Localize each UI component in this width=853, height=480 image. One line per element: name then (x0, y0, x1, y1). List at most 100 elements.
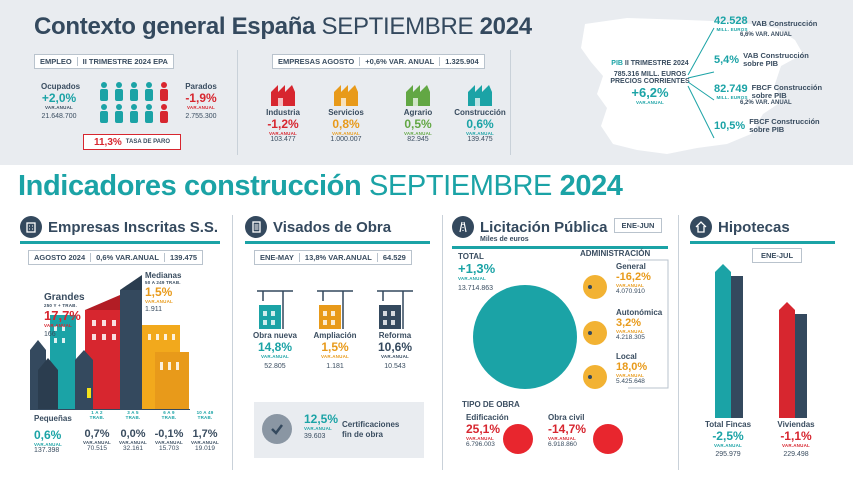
visado-var: VAR.ANUAL (381, 354, 409, 359)
inscritas-header: Empresas Inscritas S.S. (20, 216, 218, 238)
person-body (160, 111, 168, 123)
tipo-label: Obra civil (548, 413, 585, 422)
visado-item: Reforma 10,6% VAR.ANUAL 10.543 (370, 285, 420, 370)
pib-stat-label: FBCF Construcción sobre PIB (751, 83, 823, 100)
visados-underline (245, 241, 430, 244)
person-body (130, 111, 138, 123)
admin-value: 3,2% (616, 317, 642, 329)
admin-circle (583, 321, 607, 345)
licitacion-total: TOTAL +1,3% VAR.ANUAL 13.714.863 (458, 252, 496, 292)
grandes-block: Grandes 250 Y + TRAB. 17,7% VAR.ANUAL 16… (44, 292, 85, 338)
sector-value: 0,6% (466, 117, 494, 131)
tipo-label: Edificación (466, 413, 509, 422)
empresa-sector: Agrario 0,5% VAR.ANUAL 82.945 (390, 80, 446, 143)
licitacion-units: Miles de euros (480, 236, 529, 243)
col-num: 32.161 (123, 445, 143, 452)
person-body (145, 111, 153, 123)
licitacion-underline (452, 246, 668, 249)
tipo-circle (503, 424, 533, 454)
medianas-block: Medianas 50 A 249 TRAB. 1,5% VAR.ANUAL 1… (145, 271, 182, 313)
ocupados-block: Ocupados +2,0% VAR.ANUAL 21.648.700 (41, 82, 81, 120)
col-head: 3 A 5 (127, 410, 139, 415)
col-head: 6 A 9 (163, 410, 175, 415)
empleo-box: EMPLEO II TRIMESTRE 2024 EPA (34, 54, 174, 69)
visado-label: Obra nueva (252, 331, 297, 340)
visado-num: 52.805 (264, 363, 286, 370)
visados-header: Visados de Obra (245, 216, 391, 238)
person-icon (131, 104, 137, 110)
col-value: 1,7% (192, 428, 218, 440)
admin-num: 4.218.305 (616, 334, 645, 341)
admin-num: 5.425.648 (616, 378, 645, 385)
plant-icon (406, 85, 430, 106)
admin-value: -16,2% (616, 271, 651, 283)
visado-value: 14,8% (257, 340, 293, 354)
col-value: 0,0% (120, 428, 146, 440)
divider-2 (510, 50, 511, 155)
col-var: VAR.ANUAL (83, 440, 111, 445)
pib-stat-unit: MILL. EUROS (716, 95, 748, 100)
pequenas-label: Pequeñas (34, 414, 72, 423)
tipo-circle (593, 424, 623, 454)
sector-var: VAR.ANUAL (269, 131, 297, 136)
person-body (130, 89, 138, 101)
pib-stat-label: VAB Construcción (751, 19, 818, 28)
divider-1 (237, 50, 238, 155)
admin-item: Local 18,0% VAR.ANUAL 5.425.648 (582, 352, 672, 396)
person-body (115, 111, 123, 123)
pib-stat-value: 82.749 (714, 83, 748, 95)
col-var: VAR.ANUAL (191, 440, 219, 445)
col-head2: TRAB. (161, 415, 177, 420)
visado-label: Reforma (378, 331, 412, 340)
empresa-sector: Construcción 0,6% VAR.ANUAL 139.475 (452, 80, 508, 143)
visado-item: Ampliación 1,5% VAR.ANUAL 1.181 (310, 285, 360, 370)
sector-label: Servicios (328, 108, 364, 117)
admin-label: General (616, 262, 646, 271)
pib-stat-value: 5,4% (714, 53, 740, 66)
tipo-num: 6.796.003 (466, 441, 495, 448)
people-icon (100, 82, 168, 123)
divider-4 (442, 215, 443, 470)
tipo-var: VAR.ANUAL (466, 436, 494, 441)
sector-value: -1,2% (267, 117, 299, 131)
col-num: 19.019 (195, 445, 215, 452)
admin-label: Local (616, 352, 637, 361)
pib-stat: 82.749 MILL. EUROS FBCF Construcción sob… (714, 83, 844, 107)
admin-var: VAR.ANUAL (616, 329, 644, 334)
visado-num: 1.181 (326, 363, 344, 370)
pib-block: PIB II TRIMESTRE 2024 785.316 MILL. EURO… (610, 60, 690, 105)
crane-icon (468, 85, 492, 106)
inscritas-box: AGOSTO 2024 0,6% VAR.ANUAL 139.475 (28, 250, 204, 265)
pib-stat: 10,5% FBCF Construcción sobre PIB (714, 118, 844, 134)
col-var: VAR.ANUAL (119, 440, 147, 445)
pib-stat-value: 42.528 (714, 15, 748, 27)
total-circle (473, 285, 577, 389)
visado-value: 10,6% (377, 340, 413, 354)
pequenas-block: 0,6% VAR.ANUAL 137.398 (34, 428, 62, 454)
admin-var: VAR.ANUAL (616, 373, 644, 378)
hipoteca-item: Viviendas -1,1% VAR.ANUAL 229.498 (764, 420, 828, 458)
hipoteca-item: Total Fincas -2,5% VAR.ANUAL 295.979 (696, 420, 760, 458)
tipo-value: -14,7% (548, 422, 587, 436)
hipotecas-period: ENE-JUL (752, 248, 802, 263)
road-icon (452, 216, 474, 238)
construction-building-icon (377, 290, 413, 329)
hipoteca-num: 295.979 (715, 451, 741, 458)
person-icon (146, 104, 152, 110)
page-title: Contexto general España SEPTIEMBRE 2024 (34, 13, 532, 40)
admin-value: 18,0% (616, 361, 648, 373)
pib-stat: 42.528 MILL. EUROS VAB Construcción 6,6%… (714, 15, 844, 39)
col-num: 70.515 (87, 445, 107, 452)
building-icon (20, 216, 42, 238)
col-head2: TRAB. (197, 415, 213, 420)
person-icon (116, 82, 122, 88)
sector-label: Industria (266, 108, 300, 117)
size-column: 3 A 5 TRAB. 0,0% VAR.ANUAL 32.161 (116, 410, 150, 452)
tipo-num: 6.918.860 (548, 441, 577, 448)
pib-stat-foot: 6,2% VAR. ANUAL (740, 100, 792, 106)
tipo-item: Obra civil -14,7% VAR.ANUAL 6.918.860 (548, 413, 628, 463)
empresa-sector: Industria -1,2% VAR.ANUAL 103.477 (255, 80, 311, 143)
person-body (160, 89, 168, 101)
visado-num: 10.543 (384, 363, 406, 370)
tipo-value: 25,1% (466, 422, 501, 436)
